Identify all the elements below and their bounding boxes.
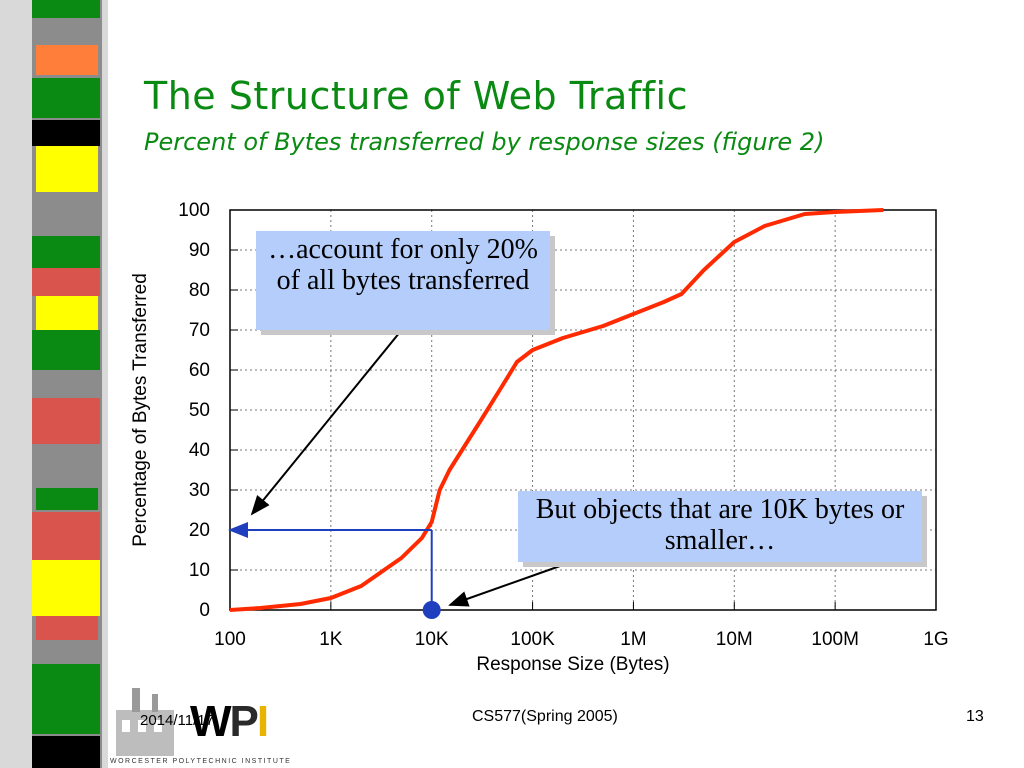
stripe-14 — [32, 664, 100, 734]
x-tick-label: 1M — [620, 629, 646, 650]
x-tick-label: 100M — [811, 629, 859, 650]
decorative-side-strip — [0, 0, 108, 768]
stripe-1 — [36, 45, 98, 75]
y-tick-label: 10 — [189, 560, 210, 581]
x-tick-label: 100K — [510, 629, 555, 650]
y-tick-label: 70 — [189, 320, 210, 341]
footer-course: CS577(Spring 2005) — [472, 708, 618, 725]
annotation-layer — [228, 522, 441, 619]
footer-date: 2014/11/17 — [140, 712, 214, 729]
slide-title: The Structure of Web Traffic — [144, 74, 688, 118]
series-line — [229, 208, 884, 612]
logo-subtext: WORCESTER POLYTECHNIC INSTITUTE — [110, 758, 292, 765]
stripe-12 — [32, 560, 100, 616]
stripe-0 — [32, 0, 100, 18]
footer-page-number: 13 — [966, 708, 984, 725]
y-tick-label: 30 — [189, 480, 210, 501]
stripe-15 — [32, 736, 100, 768]
cdf-line-chart: 0 10 20 30 40 50 60 70 80 90 100 100 1K 10K 100K 1M 10M… — [130, 200, 949, 675]
callout-top-arrow — [250, 331, 401, 516]
y-tick-label: 90 — [189, 240, 210, 261]
y-tick-label: 20 — [189, 520, 210, 541]
stripe-8 — [32, 330, 100, 370]
wpi-logo — [116, 688, 174, 756]
stripe-4 — [36, 146, 98, 192]
y-tick-label: 0 — [199, 600, 210, 621]
y-tick-label: 100 — [178, 200, 210, 221]
x-tick-labels: 100 1K 10K 100K 1M 10M 100M 1G — [214, 629, 949, 650]
plot-frame — [229, 209, 937, 611]
stripe-column — [32, 0, 102, 768]
x-axis-label: Response Size (Bytes) — [476, 654, 669, 675]
x-tick-label: 100 — [214, 629, 246, 650]
x-tick-label: 1K — [319, 629, 343, 650]
y-tick-label: 60 — [189, 360, 210, 381]
y-axis-label: Percentage of Bytes Transferred — [130, 273, 151, 547]
stripe-10 — [36, 488, 98, 510]
callout-bottom-arrow — [448, 565, 561, 607]
stripe-2 — [32, 78, 100, 118]
callout-top: …account for only 20% of all bytes trans… — [256, 231, 550, 330]
stripe-9 — [32, 398, 100, 444]
stripe-6 — [32, 268, 100, 296]
stripe-13 — [36, 616, 98, 640]
x-tick-label: 10M — [716, 629, 753, 650]
stripe-5 — [32, 236, 100, 268]
stripe-11 — [32, 512, 100, 560]
slide-subtitle: Percent of Bytes transferred by response… — [144, 128, 825, 156]
y-tick-labels: 0 10 20 30 40 50 60 70 80 90 100 — [178, 200, 210, 621]
x-tick-label: 10K — [415, 629, 449, 650]
y-tick-label: 50 — [189, 400, 210, 421]
stripe-3 — [32, 120, 100, 146]
stripe-7 — [36, 296, 98, 330]
y-tick-label: 40 — [189, 440, 210, 461]
callout-bottom: But objects that are 10K bytes or smalle… — [518, 491, 922, 562]
y-tick-label: 80 — [189, 280, 210, 301]
logo-text: WPI — [190, 697, 269, 746]
x-tick-label: 1G — [923, 629, 948, 650]
